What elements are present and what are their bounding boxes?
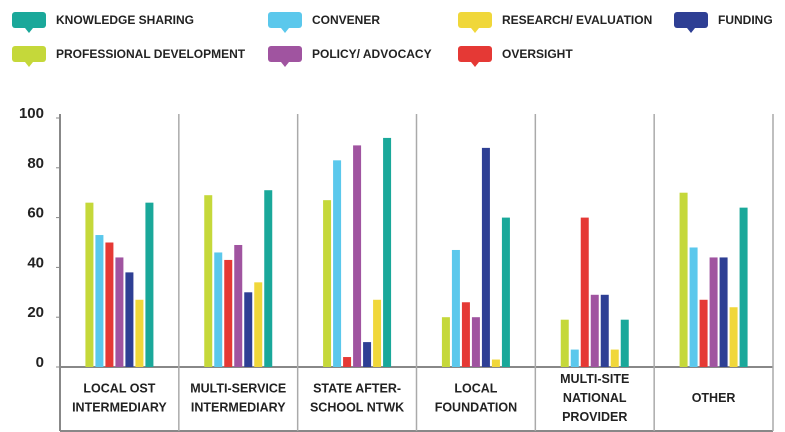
x-tick-label: MULTI-SERVICE INTERMEDIARY (190, 382, 286, 415)
x-tick-label: STATE AFTER-SCHOOL NTWK (310, 382, 404, 415)
legend-label: RESEARCH/ EVALUATION (502, 13, 652, 27)
bar (590, 294, 599, 367)
legend-swatch (12, 12, 46, 28)
bar (135, 299, 144, 367)
bar (580, 217, 589, 367)
bar (739, 207, 748, 367)
bar (709, 257, 718, 367)
legend-swatch (268, 12, 302, 28)
bar (481, 147, 490, 367)
bar (343, 357, 352, 367)
bar (699, 299, 708, 367)
x-tick-label: MULTI-SITE NATIONAL PROVIDER (560, 372, 629, 424)
legend-swatch-tail (25, 28, 33, 33)
bar (610, 349, 619, 367)
legend-swatch (458, 12, 492, 28)
bar (383, 137, 392, 367)
bar (323, 200, 332, 367)
bar (363, 342, 372, 367)
bar (353, 145, 362, 367)
bar (204, 195, 213, 367)
legend-swatch-tail (25, 62, 33, 67)
legend-swatch-tail (281, 28, 289, 33)
legend-label: FUNDING (718, 13, 773, 27)
x-tick-label: LOCAL FOUNDATION (435, 382, 517, 415)
legend-swatch-tail (281, 62, 289, 67)
bar (115, 257, 124, 367)
bar (254, 282, 263, 367)
bar (264, 190, 273, 367)
bar (85, 202, 94, 367)
bar (95, 235, 104, 367)
legend-label: OVERSIGHT (502, 47, 573, 61)
bar (451, 249, 460, 367)
bar (689, 247, 698, 367)
bar (214, 252, 223, 367)
bar (145, 202, 154, 367)
x-tick-label: LOCAL OST INTERMEDIARY (72, 382, 167, 415)
y-tick-label: 40 (27, 254, 44, 271)
bar (679, 192, 688, 367)
bar (234, 244, 243, 367)
bar (729, 307, 738, 367)
legend-label: CONVENER (312, 13, 380, 27)
legend-swatch (674, 12, 708, 28)
bar (461, 302, 470, 367)
bar (570, 349, 579, 367)
legend-swatch-tail (471, 62, 479, 67)
bar (441, 317, 450, 367)
legend-label: POLICY/ ADVOCACY (312, 47, 432, 61)
bar (600, 294, 609, 367)
bar (471, 317, 480, 367)
legend-swatch-tail (687, 28, 695, 33)
bar (333, 160, 342, 367)
bar (501, 217, 510, 367)
legend-swatch (458, 46, 492, 62)
bar (244, 292, 253, 367)
y-tick-label: 80 (27, 155, 44, 172)
bar (373, 299, 382, 367)
bar (719, 257, 728, 367)
legend-swatch-tail (471, 28, 479, 33)
y-tick-label: 100 (19, 105, 44, 122)
bar (224, 259, 233, 367)
y-tick-label: 60 (27, 205, 44, 222)
bar (491, 359, 500, 367)
bar (620, 319, 629, 367)
x-tick-label: OTHER (692, 391, 736, 405)
y-tick-label: 0 (36, 354, 44, 371)
bar (560, 319, 569, 367)
legend-swatch (12, 46, 46, 62)
bar (125, 272, 134, 367)
bar (105, 242, 114, 367)
y-tick-label: 20 (27, 304, 44, 321)
legend-label: PROFESSIONAL DEVELOPMENT (56, 47, 246, 61)
legend-label: KNOWLEDGE SHARING (56, 13, 194, 27)
legend-swatch (268, 46, 302, 62)
